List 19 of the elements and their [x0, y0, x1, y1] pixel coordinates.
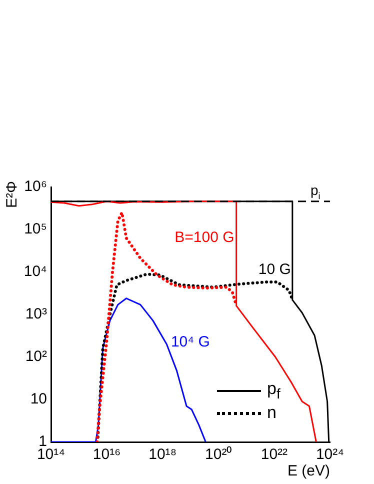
annotation: B=100 G: [174, 229, 234, 246]
y-tick-label: 10: [30, 390, 47, 408]
y-tick-label: 10⁴: [24, 263, 47, 280]
x-tick-label: 10²⁴: [316, 446, 344, 464]
x-axis-title: E (eV): [287, 462, 330, 480]
x-tick-label: 10²²: [260, 446, 288, 464]
y-tick-label: 10²: [25, 348, 47, 366]
annotation: n: [267, 403, 276, 423]
x-tick-label: 10¹⁸: [148, 446, 177, 464]
y-tick-label: 10⁵: [24, 220, 47, 238]
x-tick-label: 10¹⁶: [92, 446, 121, 464]
annotation: p$_{f}$: [267, 379, 280, 403]
y-tick-label: 10⁶: [24, 178, 47, 196]
y-axis-title: E²Φ: [4, 180, 21, 208]
x-tick-label: 10²⁰: [205, 446, 232, 464]
x-tick-label: 10¹⁴: [36, 446, 66, 464]
annotation: 10⁴ G: [170, 334, 210, 351]
annotation: 10 G: [258, 261, 291, 278]
y-tick-label: 10³: [25, 306, 47, 323]
